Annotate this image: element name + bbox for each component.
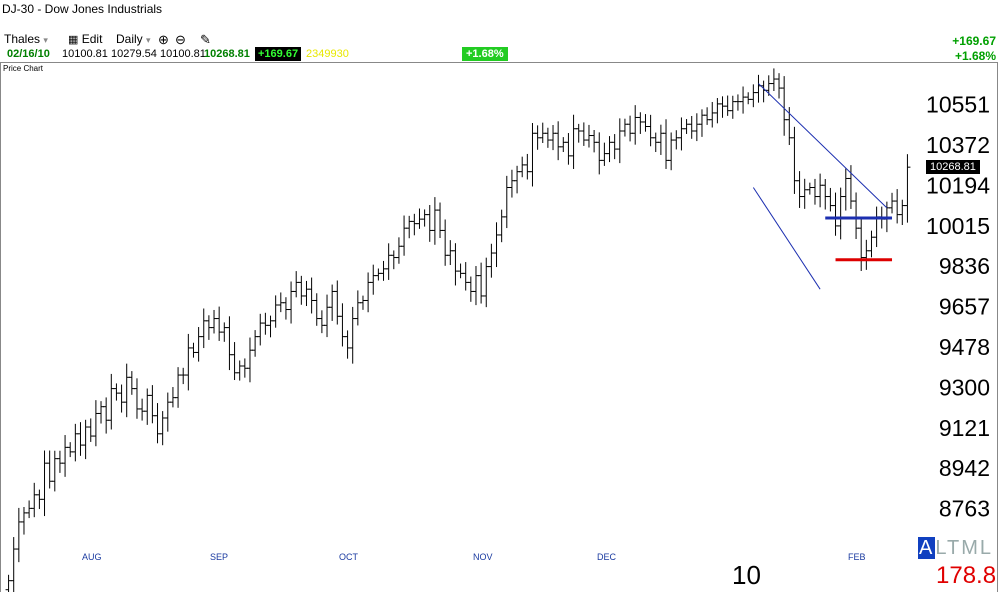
chevron-down-icon: ▾: [146, 35, 151, 45]
edit-menu[interactable]: ▦ Edit: [68, 32, 103, 46]
y-tick-label-8: 9121: [939, 415, 990, 441]
zoom-out-icon[interactable]: ⊖: [175, 32, 186, 47]
y-tick-label-6: 9478: [939, 334, 990, 360]
quote-date: 02/16/10: [7, 48, 50, 60]
period-dropdown[interactable]: Daily ▾: [116, 32, 151, 46]
mode-rest[interactable]: LTML: [935, 537, 993, 559]
panel-label: Price Chart: [3, 64, 44, 73]
toolbar: Thales ▾ ▦ Edit Daily ▾ ⊕ ⊖ ✎ +169.67: [0, 28, 1000, 48]
y-tick-label-7: 9300: [939, 374, 990, 400]
pencil-icon[interactable]: ✎: [200, 32, 211, 47]
quote-volume: 2349930: [306, 48, 349, 60]
pct-change-right: +1.68%: [954, 49, 996, 63]
y-tick-label-3: 10015: [926, 213, 990, 239]
zoom-in-icon[interactable]: ⊕: [158, 32, 169, 47]
chart-mode-selector[interactable]: ALTML: [918, 537, 993, 560]
y-tick-label-4: 9836: [939, 253, 990, 279]
y-tick-label-9: 8942: [939, 455, 990, 481]
quote-change: +169.67: [255, 47, 302, 61]
quote-pct-change: +1.68%: [462, 47, 508, 61]
quote-open: 10100.81: [62, 48, 108, 60]
user-dropdown[interactable]: Thales ▾: [4, 32, 48, 46]
chevron-down-icon: ▾: [43, 35, 48, 45]
x-tick-label-3: NOV: [473, 552, 493, 562]
upper-trend-line: [758, 83, 888, 209]
lower-trend-line: [752, 187, 821, 290]
net-change-right: +169.67: [952, 34, 996, 48]
quote-low: 10100.81: [160, 48, 206, 60]
y-tick-label-2: 10194: [926, 172, 990, 198]
y-tick-label-0: 10551: [926, 92, 990, 118]
x-tick-label-0: AUG: [82, 552, 102, 562]
grid-icon: ▦: [68, 34, 79, 46]
chart-panel[interactable]: [0, 62, 998, 592]
y-tick-label-10: 8763: [939, 496, 990, 522]
quote-high: 10279.54: [111, 48, 157, 60]
x-tick-label-4: DEC: [597, 552, 617, 562]
mode-a[interactable]: A: [918, 537, 936, 559]
year-label: 10: [732, 560, 761, 590]
last-price-tag: 10268.81: [926, 160, 980, 174]
x-tick-label-1: SEP: [210, 552, 228, 562]
window-title: DJ-30 - Dow Jones Industrials: [2, 2, 163, 16]
y-tick-label-1: 10372: [926, 132, 990, 158]
value-readout: 178.8: [936, 562, 997, 589]
y-tick-label-5: 9657: [939, 294, 990, 320]
quote-bar: 02/16/10 10100.81 10279.54 10100.81 1026…: [0, 46, 1000, 63]
quote-close: 10268.81: [204, 48, 250, 60]
x-tick-label-2: OCT: [339, 552, 359, 562]
x-tick-label-5: FEB: [848, 552, 866, 562]
window-title-bar: DJ-30 - Dow Jones Industrials: [0, 0, 1000, 20]
